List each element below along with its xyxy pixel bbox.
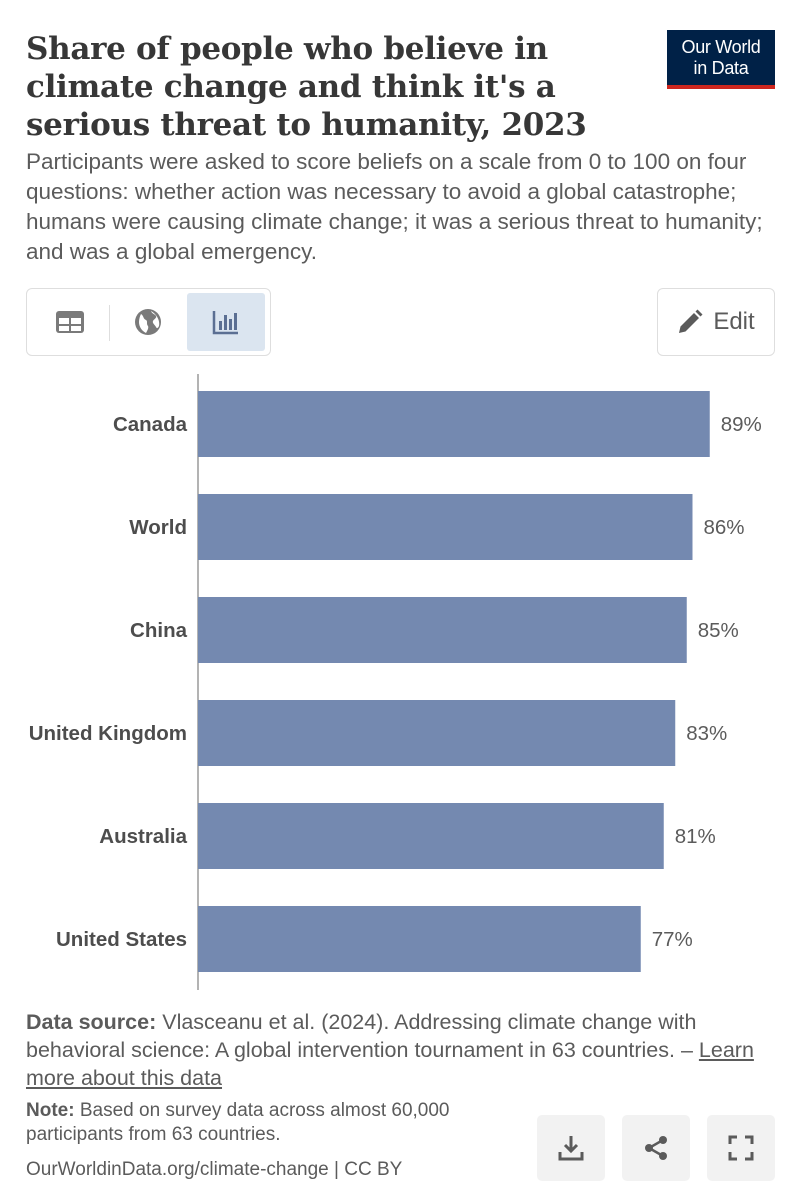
source-text: Vlasceanu et al. (2024). Addressing clim… xyxy=(26,1010,697,1062)
bar xyxy=(198,700,676,766)
table-icon xyxy=(56,311,84,333)
fullscreen-button[interactable] xyxy=(707,1115,775,1181)
source-label: Data source: xyxy=(26,1010,157,1034)
chart-note: Note: Based on survey data across almost… xyxy=(26,1099,506,1147)
owid-logo[interactable]: Our World in Data xyxy=(667,30,775,89)
learn-more-link[interactable]: Learn more about this data xyxy=(26,1038,754,1090)
bar xyxy=(198,494,693,560)
globe-icon xyxy=(135,309,161,335)
logo-line2: in Data xyxy=(693,58,749,78)
category-label: Australia xyxy=(99,825,187,848)
value-label: 83% xyxy=(686,722,727,745)
tab-chart[interactable] xyxy=(187,293,265,351)
bar xyxy=(198,391,710,457)
bar xyxy=(198,803,664,869)
bar xyxy=(198,906,641,972)
chart-subtitle: Participants were asked to score beliefs… xyxy=(26,149,763,264)
footer-url[interactable]: OurWorldinData.org/climate-change | CC B… xyxy=(26,1159,403,1180)
category-label: United Kingdom xyxy=(29,722,187,745)
tab-map[interactable] xyxy=(109,293,187,351)
edit-button[interactable]: Edit xyxy=(657,288,775,356)
edit-label: Edit xyxy=(713,308,755,335)
share-button[interactable] xyxy=(622,1115,690,1181)
bar-chart: Canada 89% World 86% China 85% United Kingdom 8… xyxy=(29,374,762,990)
bar-chart-icon xyxy=(212,311,238,335)
download-button[interactable] xyxy=(537,1115,605,1181)
value-label: 81% xyxy=(675,825,716,848)
category-label: United States xyxy=(56,928,187,951)
value-label: 77% xyxy=(652,928,693,951)
view-tabs xyxy=(26,288,271,356)
data-source: Data source: Vlasceanu et al. (2024). Ad… xyxy=(26,1008,786,1092)
value-label: 89% xyxy=(721,413,762,436)
category-label: China xyxy=(130,619,188,642)
download-icon xyxy=(558,1136,584,1161)
tab-divider xyxy=(109,305,110,341)
logo-line1: Our World xyxy=(681,37,761,57)
share-icon xyxy=(645,1136,667,1160)
note-text: Based on survey data across almost 60,00… xyxy=(26,1100,450,1145)
category-label: Canada xyxy=(113,413,188,436)
chart-title: Share of people who believe in climate c… xyxy=(26,31,587,143)
note-label: Note: xyxy=(26,1100,75,1121)
pencil-icon xyxy=(679,309,703,333)
fullscreen-icon xyxy=(728,1135,754,1161)
value-label: 86% xyxy=(704,516,745,539)
tab-table[interactable] xyxy=(31,293,109,351)
bar xyxy=(198,597,687,663)
value-label: 85% xyxy=(698,619,739,642)
category-label: World xyxy=(129,516,187,539)
